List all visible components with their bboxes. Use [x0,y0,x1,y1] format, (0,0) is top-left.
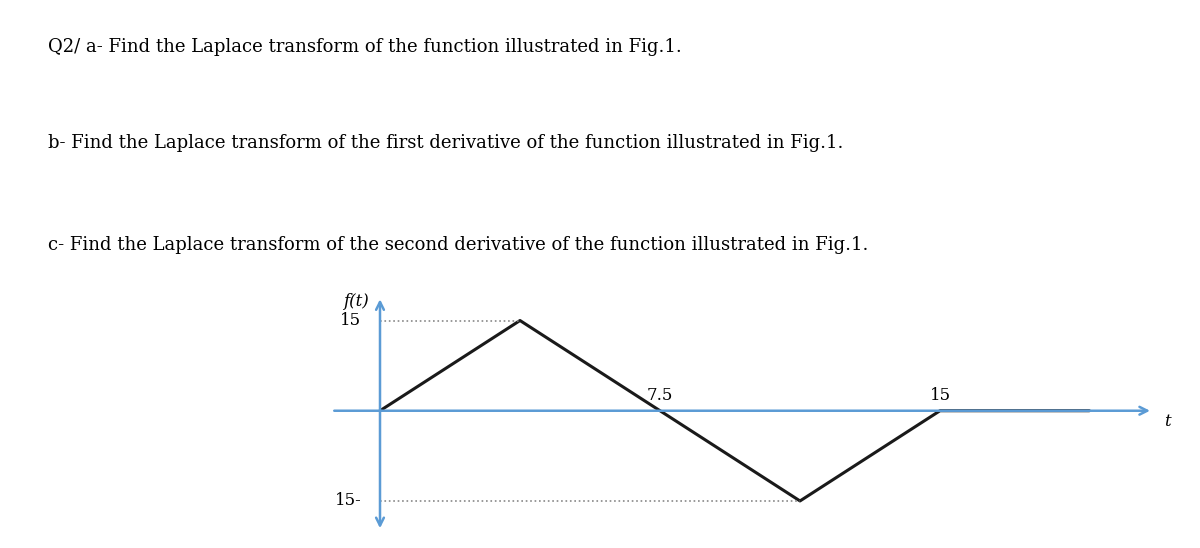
Text: 15-: 15- [335,493,361,510]
Text: t: t [1164,413,1171,430]
Text: 15: 15 [341,312,361,329]
Text: 7.5: 7.5 [647,386,673,403]
Text: 15: 15 [930,386,950,403]
Text: Q2/ a- Find the Laplace transform of the function illustrated in Fig.1.: Q2/ a- Find the Laplace transform of the… [48,38,682,56]
Text: b- Find the Laplace transform of the first derivative of the function illustrate: b- Find the Laplace transform of the fir… [48,134,844,152]
Text: c- Find the Laplace transform of the second derivative of the function illustrat: c- Find the Laplace transform of the sec… [48,236,869,254]
Text: f(t): f(t) [343,293,368,311]
